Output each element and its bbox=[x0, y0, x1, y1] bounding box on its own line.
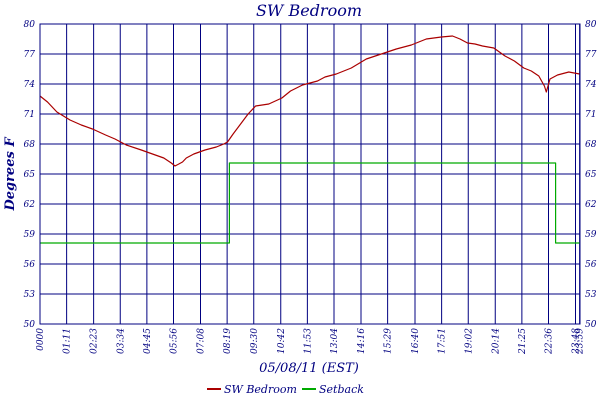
x-tick-label: 02:23 bbox=[90, 328, 100, 354]
legend-label: SW Bedroom bbox=[224, 383, 297, 396]
plot-border bbox=[39, 23, 581, 325]
y-tick-label-right: 77 bbox=[585, 50, 597, 60]
y-tick-label-left: 68 bbox=[24, 140, 36, 150]
y-tick-label-left: 56 bbox=[24, 260, 36, 270]
y-axis-label: Degrees F bbox=[3, 137, 18, 212]
x-tick-label: 20:14 bbox=[491, 328, 501, 355]
y-tick-label-left: 74 bbox=[24, 80, 36, 90]
x-tick-label: 15:29 bbox=[384, 328, 394, 354]
y-tick-label-left: 77 bbox=[24, 50, 36, 60]
legend: SW Bedroom Setback bbox=[207, 383, 364, 396]
x-tick-label: 01:11 bbox=[63, 328, 73, 354]
y-tick-label-right: 71 bbox=[585, 110, 596, 120]
y-tick-label-left: 59 bbox=[24, 230, 36, 240]
x-tick-label: 09:30 bbox=[250, 328, 260, 354]
x-tick-label: 14:16 bbox=[357, 328, 367, 354]
x-tick-label: 23:59 bbox=[576, 328, 586, 355]
x-tick-label: 03:34 bbox=[116, 328, 126, 354]
x-tick-label: 21:25 bbox=[518, 328, 528, 355]
y-tick-label-right: 50 bbox=[585, 320, 597, 330]
y-ticks-right: 50 53 56 59 62 65 68 71 74 77 80 bbox=[585, 20, 597, 330]
y-tick-label-left: 65 bbox=[24, 170, 36, 180]
x-tick-label: 17:51 bbox=[438, 328, 448, 354]
y-tick-label-left: 71 bbox=[24, 110, 35, 120]
y-tick-label-right: 74 bbox=[585, 80, 597, 90]
y-tick-label-right: 65 bbox=[585, 170, 597, 180]
y-tick-label-right: 56 bbox=[585, 260, 597, 270]
x-tick-label: 19:02 bbox=[464, 328, 474, 354]
y-tick-label-left: 80 bbox=[24, 20, 36, 30]
x-tick-label: 23:48 bbox=[572, 328, 582, 355]
x-tick-label: 05:56 bbox=[170, 328, 180, 354]
legend-label: Setback bbox=[319, 383, 364, 396]
y-tick-label-right: 62 bbox=[585, 200, 597, 210]
y-tick-label-right: 53 bbox=[585, 290, 597, 300]
x-tick-label: 13:04 bbox=[330, 328, 340, 354]
series-line-sw-bedroom bbox=[39, 35, 580, 167]
y-tick-label-right: 59 bbox=[585, 230, 597, 240]
series-layer bbox=[39, 35, 580, 244]
y-ticks-left: 50 53 56 59 62 65 68 71 74 77 80 bbox=[24, 20, 36, 330]
x-tick-label: 0000 bbox=[36, 328, 46, 351]
x-tick-label: 11:53 bbox=[303, 328, 313, 354]
grid bbox=[39, 23, 581, 325]
x-tick-label: 22:36 bbox=[545, 328, 555, 355]
series-line-setback bbox=[40, 162, 580, 244]
x-tick-label: 08:19 bbox=[223, 328, 233, 354]
x-tick-label: 10:42 bbox=[277, 328, 287, 354]
y-tick-label-right: 68 bbox=[585, 140, 597, 150]
y-tick-label-right: 80 bbox=[585, 20, 597, 30]
x-axis-label: 05/08/11 (EST) bbox=[259, 361, 359, 376]
x-tick-label: 04:45 bbox=[143, 328, 153, 354]
x-tick-label: 07:08 bbox=[197, 328, 207, 354]
x-tick-label: 16:40 bbox=[411, 328, 421, 354]
y-tick-label-left: 53 bbox=[24, 290, 36, 300]
chart-title: SW Bedroom bbox=[256, 1, 362, 20]
x-ticks: 0000 01:11 02:23 03:34 04:45 05:56 07:08 08:19 0… bbox=[36, 328, 586, 355]
y-tick-label-left: 62 bbox=[24, 200, 36, 210]
y-tick-label-left: 50 bbox=[24, 320, 36, 330]
